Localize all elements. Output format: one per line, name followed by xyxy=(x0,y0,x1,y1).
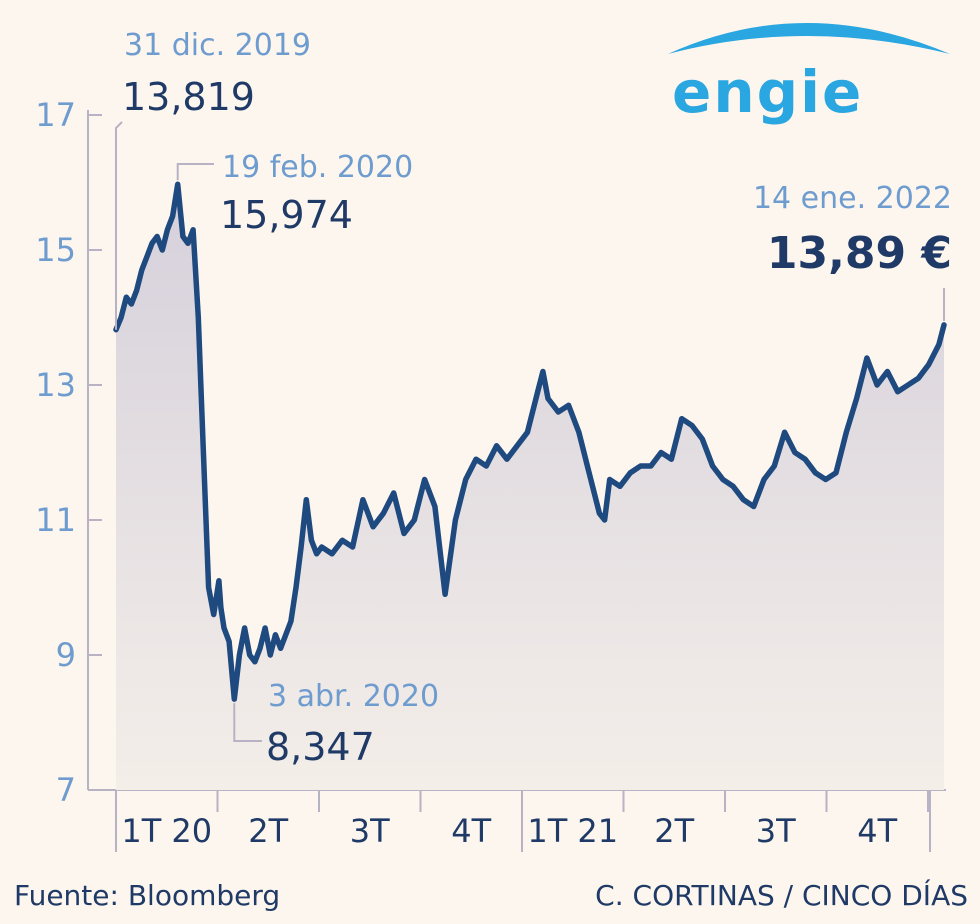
annotation-date: 3 abr. 2020 xyxy=(268,679,439,714)
y-tick-label: 17 xyxy=(35,96,76,134)
y-tick-label: 11 xyxy=(35,501,76,539)
y-tick-label: 7 xyxy=(56,771,76,809)
y-tick-label: 13 xyxy=(35,366,76,404)
annotation-value: 8,347 xyxy=(266,725,375,769)
x-tick-label: 3T xyxy=(756,812,796,850)
annotation-value: 13,89 € xyxy=(767,228,952,279)
engie-logo: engie xyxy=(668,23,950,126)
x-tick-label: 1T 21 xyxy=(527,812,618,850)
x-tick-label: 4T xyxy=(857,812,897,850)
annotation-date: 19 feb. 2020 xyxy=(222,150,413,185)
x-tick-label: 3T xyxy=(350,812,390,850)
annotation-date: 31 dic. 2019 xyxy=(124,28,311,63)
x-tick-label: 4T xyxy=(451,812,491,850)
annotation-leader xyxy=(115,121,123,330)
annotation-value: 15,974 xyxy=(220,193,353,237)
logo-arc xyxy=(668,23,950,54)
series-area xyxy=(116,184,944,791)
x-tick-label: 1T 20 xyxy=(121,812,212,850)
x-tick-label: 2T xyxy=(248,812,288,850)
y-tick-label: 9 xyxy=(56,636,76,674)
logo-text: engie xyxy=(672,58,863,126)
annotation-value: 13,819 xyxy=(122,75,255,119)
credit-label: C. CORTINAS / CINCO DÍAS xyxy=(595,878,968,912)
series-line xyxy=(113,181,947,702)
source-label: Fuente: Bloomberg xyxy=(14,879,280,912)
annotation-leader xyxy=(176,163,214,181)
plot-area: 7 9 11 13 15 17 1T 20 2T 3T 4T 1T 21 2T 3T 4T 31 dic. … xyxy=(35,28,952,852)
y-tick-label: 15 xyxy=(35,231,76,269)
annotation-leader xyxy=(233,703,262,742)
annotation-date: 14 ene. 2022 xyxy=(753,181,952,216)
x-tick-label: 2T xyxy=(654,812,694,850)
